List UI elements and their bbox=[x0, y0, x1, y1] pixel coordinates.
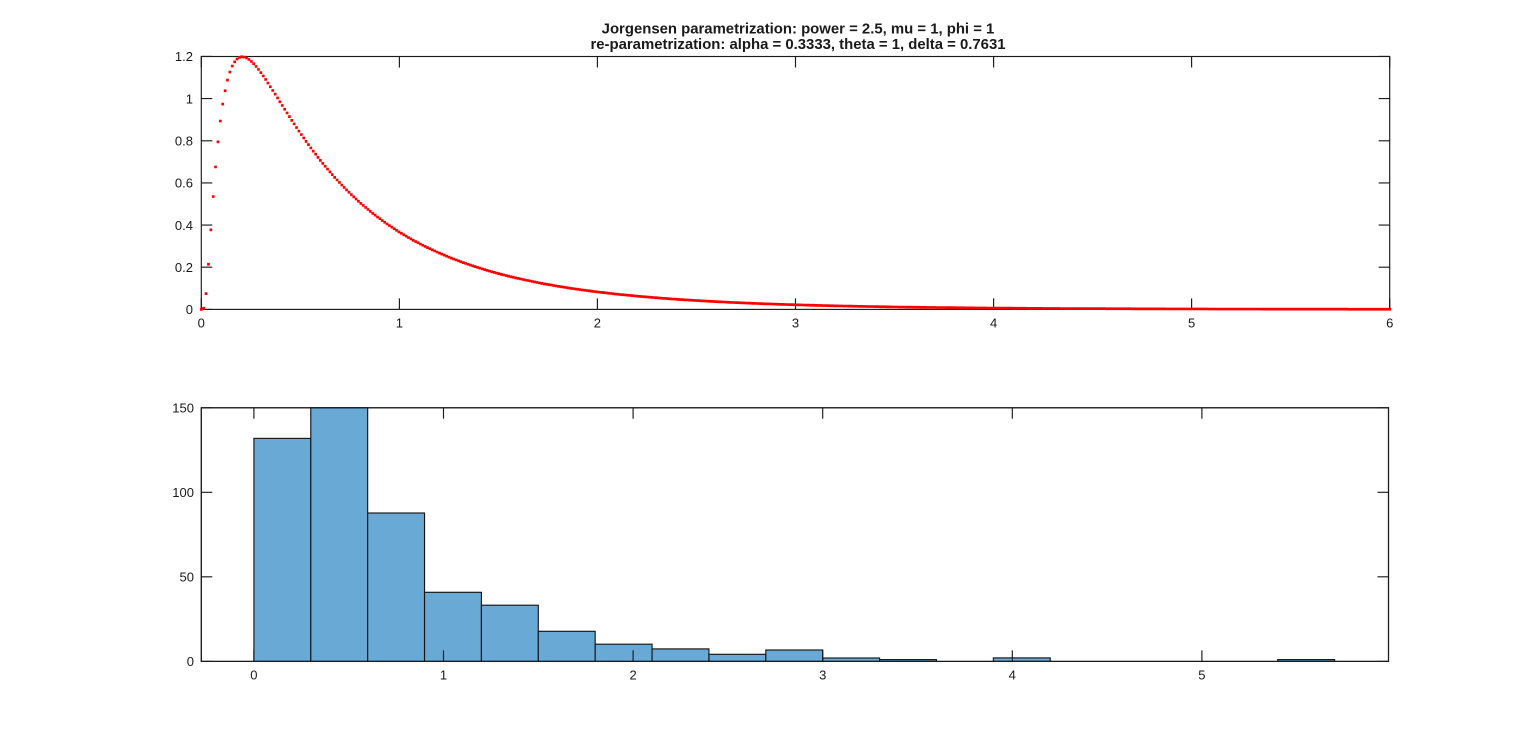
svg-text:Jorgensen parametrization: pow: Jorgensen parametrization: power = 2.5, … bbox=[602, 22, 995, 38]
svg-text:5: 5 bbox=[1198, 668, 1205, 683]
svg-text:1.2: 1.2 bbox=[175, 49, 193, 64]
svg-text:0: 0 bbox=[187, 654, 194, 669]
svg-text:3: 3 bbox=[792, 316, 799, 331]
svg-text:4: 4 bbox=[1009, 668, 1016, 683]
svg-text:0.8: 0.8 bbox=[175, 133, 193, 148]
svg-text:0.6: 0.6 bbox=[175, 176, 193, 191]
svg-text:2: 2 bbox=[594, 316, 601, 331]
svg-text:1: 1 bbox=[396, 316, 403, 331]
svg-text:5: 5 bbox=[1188, 316, 1195, 331]
svg-text:re-parametrization: alpha = 0.: re-parametrization: alpha = 0.3333, thet… bbox=[590, 37, 1005, 53]
svg-text:0: 0 bbox=[250, 668, 257, 683]
svg-text:0.2: 0.2 bbox=[175, 260, 193, 275]
svg-text:100: 100 bbox=[172, 485, 194, 500]
svg-text:1: 1 bbox=[440, 668, 447, 683]
svg-text:0.4: 0.4 bbox=[175, 218, 193, 233]
svg-text:150: 150 bbox=[172, 400, 194, 415]
svg-text:2: 2 bbox=[629, 668, 636, 683]
svg-text:3: 3 bbox=[819, 668, 826, 683]
svg-text:6: 6 bbox=[1386, 316, 1393, 331]
svg-text:1: 1 bbox=[186, 91, 193, 106]
svg-text:0: 0 bbox=[198, 316, 205, 331]
svg-text:50: 50 bbox=[180, 570, 194, 585]
svg-text:4: 4 bbox=[990, 316, 997, 331]
svg-text:0: 0 bbox=[186, 302, 193, 317]
